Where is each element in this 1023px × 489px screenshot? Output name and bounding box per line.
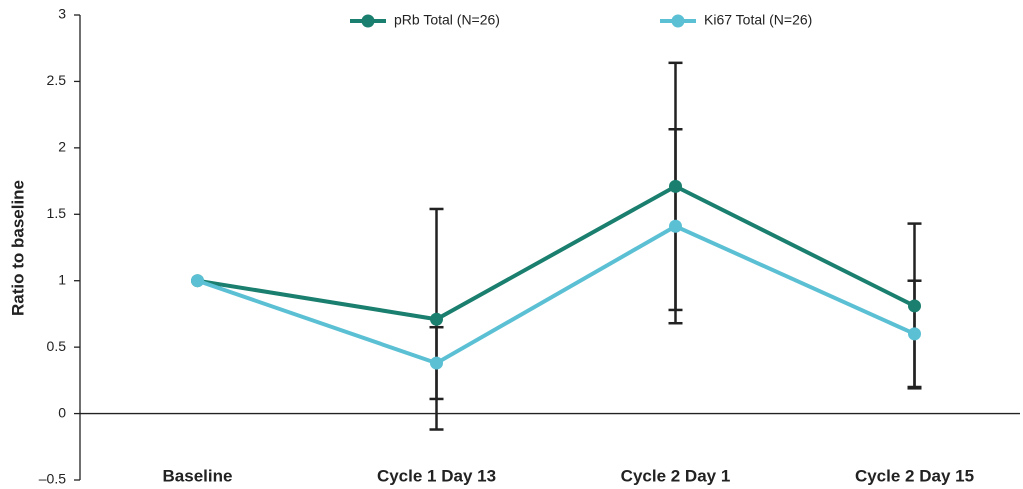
legend-marker [671,14,685,28]
y-tick-label: 0.5 [47,338,67,354]
y-tick-label: 0 [58,404,66,420]
x-tick-label: Cycle 1 Day 13 [377,466,496,485]
x-tick-label: Baseline [163,466,233,485]
y-tick-label: 2 [58,139,66,155]
x-tick-label: Cycle 2 Day 15 [855,466,974,485]
y-tick-label: 1 [58,271,66,287]
y-tick-label: 2.5 [47,72,67,88]
y-tick-label: 3 [58,6,66,22]
x-tick-label: Cycle 2 Day 1 [621,466,731,485]
data-point [908,299,921,313]
legend-label: Ki67 Total (N=26) [704,12,812,28]
data-point [430,356,443,370]
data-point [908,327,921,341]
y-tick-label: 1.5 [47,205,67,221]
data-point [669,179,682,193]
series-line [196,224,916,366]
legend-label: pRb Total (N=26) [394,12,500,28]
y-tick-label: –0.5 [39,471,66,487]
y-axis-title: Ratio to baseline [8,180,27,316]
series-line [197,184,916,322]
data-point [669,219,682,233]
data-point [430,312,443,326]
data-point [191,274,204,288]
legend-marker [361,14,375,28]
